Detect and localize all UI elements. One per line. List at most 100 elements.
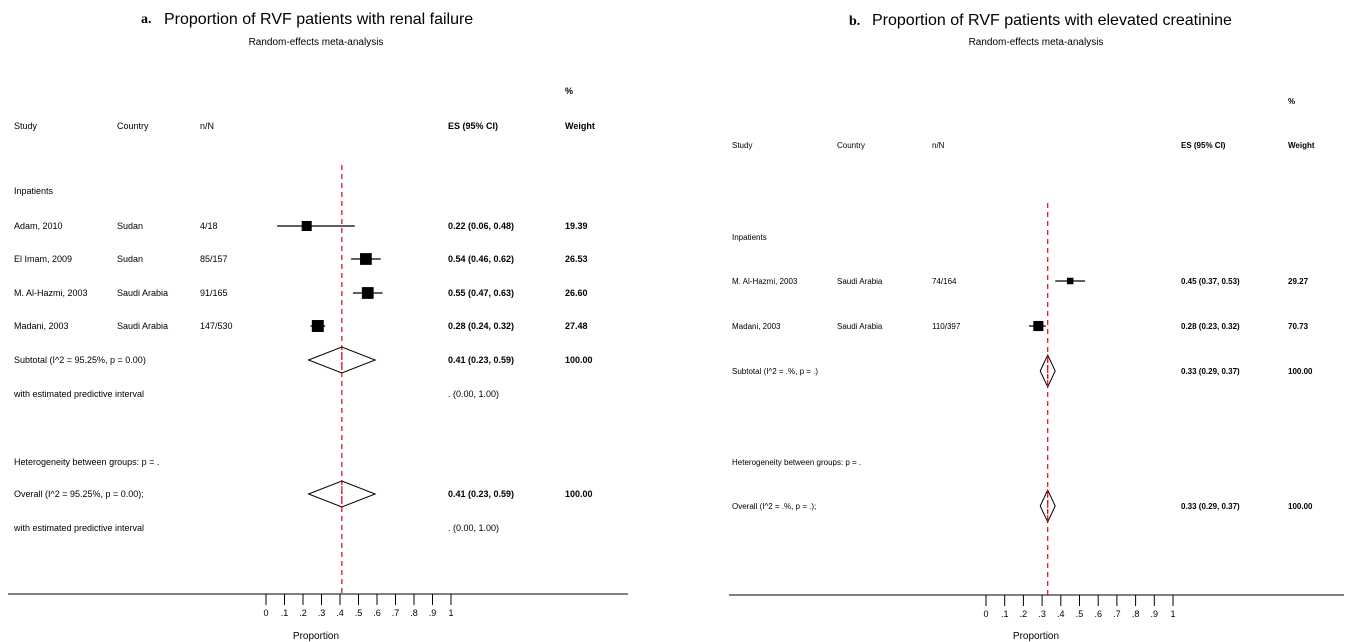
panel-a-subtotal-pi-label: with estimated predictive interval <box>13 389 144 399</box>
x-tick-label: .8 <box>410 608 418 618</box>
study-country: Saudi Arabia <box>837 277 883 286</box>
panel-b-subtotal-label: Subtotal (I^2 = .%, p = .) <box>732 367 818 376</box>
study-es: 0.28 (0.23, 0.32) <box>1181 322 1240 331</box>
study-name: El Imam, 2009 <box>14 254 72 264</box>
panel-b-x-axis: 0 .1 .2 .3 .4 .5 .6 .7 .8 .9 1 <box>983 595 1176 619</box>
effect-size-box <box>360 253 372 265</box>
panel-b-header-nN: n/N <box>932 141 945 150</box>
forest-plot-panel-a: a. Proportion of RVF patients with renal… <box>8 11 628 642</box>
panel-b-overall-es: 0.33 (0.29, 0.37) <box>1181 502 1240 511</box>
panel-b-header-country: Country <box>837 141 865 150</box>
study-nN: 85/157 <box>200 254 228 264</box>
subtotal-diamond <box>307 346 377 374</box>
x-tick-label: .6 <box>373 608 381 618</box>
x-tick-label: .8 <box>1132 609 1140 619</box>
study-country: Sudan <box>117 254 143 264</box>
panel-b-overall-label: Overall (I^2 = .%, p = .); <box>732 502 816 511</box>
panel-a-title: Proportion of RVF patients with renal fa… <box>164 11 473 28</box>
x-tick-label: .7 <box>1113 609 1121 619</box>
overall-diamond <box>307 480 377 508</box>
panel-b-subtitle: Random-effects meta-analysis <box>969 37 1104 48</box>
study-weight: 70.73 <box>1288 322 1309 331</box>
panel-a-row-0: Adam, 2010 Sudan 4/18 0.22 (0.06, 0.48) … <box>14 221 588 231</box>
x-tick-label: .4 <box>336 608 344 618</box>
study-weight: 19.39 <box>565 221 588 231</box>
x-tick-label: .2 <box>299 608 307 618</box>
panel-a-x-axis: 0 .1 .2 .3 .4 .5 .6 .7 .8 .9 1 <box>263 594 454 618</box>
panel-b-heterogeneity: Heterogeneity between groups: p = . <box>732 458 861 467</box>
panel-b-title: Proportion of RVF patients with elevated… <box>872 12 1232 29</box>
panel-a-row-3: Madani, 2003 Saudi Arabia 147/530 0.28 (… <box>14 321 588 331</box>
panel-b-header-es: ES (95% CI) <box>1181 141 1226 150</box>
x-tick-label: .1 <box>281 608 289 618</box>
panel-b-header-weight: Weight <box>1288 141 1315 150</box>
panel-a-header-study: Study <box>14 121 38 131</box>
x-tick-label: .3 <box>1038 609 1046 619</box>
effect-size-box <box>1033 320 1044 332</box>
study-es: 0.55 (0.47, 0.63) <box>448 288 514 298</box>
panel-a-subtotal-es: 0.41 (0.23, 0.59) <box>448 355 514 365</box>
effect-size-box <box>1066 277 1074 285</box>
study-nN: 74/164 <box>932 277 957 286</box>
panel-b-subtotal-weight: 100.00 <box>1288 367 1313 376</box>
effect-size-box <box>361 287 374 299</box>
panel-a-header-es: ES (95% CI) <box>448 121 498 131</box>
study-es: 0.45 (0.37, 0.53) <box>1181 277 1240 286</box>
study-name: Madani, 2003 <box>732 322 781 331</box>
study-weight: 29.27 <box>1288 277 1309 286</box>
panel-a-row-1: El Imam, 2009 Sudan 85/157 0.54 (0.46, 0… <box>14 254 588 264</box>
study-es: 0.28 (0.24, 0.32) <box>448 321 514 331</box>
panel-a-subtitle: Random-effects meta-analysis <box>249 37 384 48</box>
panel-b-marks <box>1029 203 1086 595</box>
x-tick-label: .9 <box>429 608 437 618</box>
panel-a-header-weight: Weight <box>565 121 595 131</box>
study-country: Saudi Arabia <box>117 288 168 298</box>
subtotal-diamond <box>1039 353 1056 389</box>
effect-size-box <box>301 220 312 232</box>
panel-b-header-study: Study <box>732 141 752 150</box>
study-name: M. Al-Hazmi, 2003 <box>732 277 798 286</box>
study-nN: 91/165 <box>200 288 228 298</box>
panel-a-header-country: Country <box>117 121 149 131</box>
study-weight: 27.48 <box>565 321 588 331</box>
panel-b-letter: b. <box>849 14 860 29</box>
x-tick-label: 1 <box>1170 609 1175 619</box>
study-country: Sudan <box>117 221 143 231</box>
study-nN: 110/397 <box>932 322 961 331</box>
panel-a-row-2: M. Al-Hazmi, 2003 Saudi Arabia 91/165 0.… <box>14 288 588 298</box>
study-weight: 26.60 <box>565 288 588 298</box>
panel-b-overall-weight: 100.00 <box>1288 502 1313 511</box>
panel-b-row-1: Madani, 2003 Saudi Arabia 110/397 0.28 (… <box>732 322 1309 331</box>
study-nN: 4/18 <box>200 221 218 231</box>
panel-a-group-label: Inpatients <box>14 186 54 196</box>
panel-a-subtotal-weight: 100.00 <box>565 355 593 365</box>
study-country: Saudi Arabia <box>117 321 168 331</box>
panel-b-subtotal-es: 0.33 (0.29, 0.37) <box>1181 367 1240 376</box>
x-tick-label: .9 <box>1151 609 1159 619</box>
panel-a-subtotal-label: Subtotal (I^2 = 95.25%, p = 0.00) <box>14 355 146 365</box>
x-tick-label: .7 <box>392 608 400 618</box>
study-nN: 147/530 <box>200 321 233 331</box>
panel-a-header-nN: n/N <box>200 121 214 131</box>
study-es: 0.54 (0.46, 0.62) <box>448 254 514 264</box>
x-tick-label: 0 <box>983 609 988 619</box>
x-tick-label: .4 <box>1057 609 1065 619</box>
panel-a-overall-weight: 100.00 <box>565 489 593 499</box>
panel-a-letter: a. <box>141 12 152 27</box>
panel-a-xlabel: Proportion <box>293 631 339 642</box>
x-tick-label: .2 <box>1020 609 1028 619</box>
study-es: 0.22 (0.06, 0.48) <box>448 221 514 231</box>
study-name: M. Al-Hazmi, 2003 <box>14 288 88 298</box>
forest-plot-panel-b: b. Proportion of RVF patients with eleva… <box>729 12 1344 642</box>
panel-a-overall-pi-label: with estimated predictive interval <box>13 523 144 533</box>
panel-a-overall-label: Overall (I^2 = 95.25%, p = 0.00); <box>14 489 144 499</box>
x-tick-label: 0 <box>263 608 268 618</box>
panel-a-marks <box>277 165 383 594</box>
overall-diamond <box>1039 488 1056 524</box>
study-name: Madani, 2003 <box>14 321 69 331</box>
x-tick-label: .5 <box>1076 609 1084 619</box>
panel-a-header-pct: % <box>565 86 573 96</box>
panel-a-subtotal-pi-es: . (0.00, 1.00) <box>448 389 499 399</box>
panel-b-xlabel: Proportion <box>1013 631 1059 642</box>
panel-a-overall-pi-es: . (0.00, 1.00) <box>448 523 499 533</box>
